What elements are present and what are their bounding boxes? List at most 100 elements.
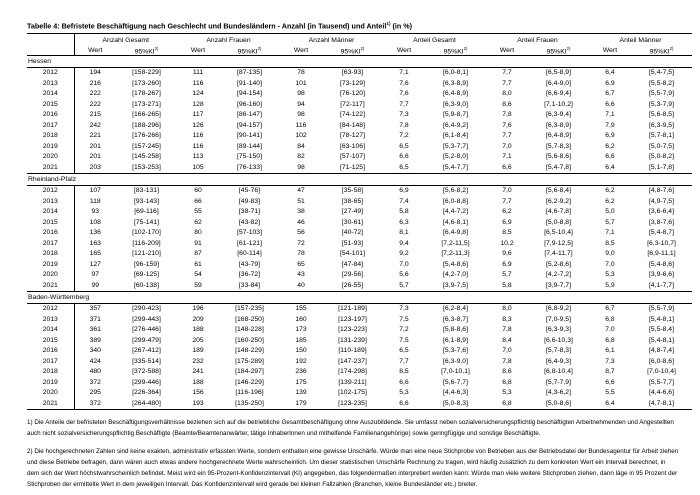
ki-cell: [6,3-9,0]	[443, 100, 468, 108]
wert-column-header: Wert	[396, 46, 412, 54]
ki-cell: [6,9-11,1]	[647, 250, 676, 258]
wert-cell: 82	[297, 153, 305, 161]
ki-cell: [6,3-10,7]	[647, 239, 676, 247]
year-cell: 2015	[27, 335, 75, 347]
ki-cell: [3,6-6,4]	[649, 208, 674, 216]
ki-cell: [178-267]	[132, 90, 161, 98]
wert-cell: 163	[89, 239, 101, 247]
ki-cell: [226-364]	[132, 389, 161, 397]
wert-column-header: Wert	[602, 46, 618, 54]
ki-cell: [6,2-9,2]	[546, 197, 571, 205]
wert-cell: 80	[194, 229, 202, 237]
wert-cell: 118	[89, 197, 101, 205]
table-row: 2021 372 [264-480] 193 [135-250] 179 [123-235]…	[27, 398, 692, 410]
ki-cell: [5,0-8,2]	[649, 153, 674, 161]
wert-cell: 7,8	[502, 326, 512, 334]
wert-cell: 9,2	[399, 250, 409, 258]
ki-cell: [267-412]	[132, 347, 161, 355]
ki-cell: [6,6-9,4]	[546, 90, 571, 98]
ki-cell: [49-83]	[238, 197, 261, 205]
ki-cell: [6,5-10,4]	[544, 229, 573, 237]
ki-cell: [4,9-7,5]	[649, 197, 674, 205]
ki-cell: [5,4-8,6]	[443, 260, 468, 268]
ki-cell: [72-117]	[340, 100, 365, 108]
wert-cell: 175	[295, 378, 307, 386]
wert-cell: 91	[194, 239, 202, 247]
table-row: 2014 93 [69-116] 55 [38-71] 38 [27-49] 5,8 [4,4-…	[27, 207, 692, 218]
year-cell: 2014	[27, 207, 75, 218]
ki-cell: [5,0-7,5]	[649, 142, 674, 150]
ki-cell: [71-125]	[340, 163, 365, 171]
ki-cell: [27-49]	[341, 208, 364, 216]
ki-cell: [76-133]	[237, 163, 262, 171]
table-row: 2016 136 [102-170] 80 [57-103] 56 [40-72] 8,1 [6…	[27, 228, 692, 239]
wert-cell: 6,4	[605, 69, 615, 77]
wert-cell: 188	[192, 326, 204, 334]
wert-cell: 60	[194, 187, 202, 195]
table-row: 2015 389 [299-479] 205 [160-250] 185 [131-239]…	[27, 335, 692, 347]
wert-cell: 7,5	[399, 315, 409, 323]
year-cell: 2018	[27, 367, 75, 378]
ki-cell: [91-140]	[237, 79, 262, 87]
wert-cell: 5,3	[399, 389, 409, 397]
ki-cell: [7,2-11,5]	[441, 239, 470, 247]
wert-cell: 6,7	[605, 90, 615, 98]
ki-cell: [5,6-8,4]	[546, 187, 571, 195]
wert-cell: 124	[192, 90, 204, 98]
wert-cell: 201	[89, 153, 101, 161]
wert-column-header: Wert	[293, 46, 309, 54]
year-cell: 2019	[27, 259, 75, 271]
wert-cell: 72	[297, 239, 305, 247]
ki-footnote-marker: 2)	[463, 45, 468, 51]
wert-cell: 232	[192, 357, 204, 365]
wert-cell: 7,1	[605, 111, 615, 119]
sub-header-row: Wert 95%KI2) Wert 95%KI2) Wert 95%KI2) Wert 95%…	[27, 45, 692, 56]
wert-cell: 5,7	[605, 218, 615, 226]
section-label: Baden-Württemberg	[27, 291, 692, 305]
wert-cell: 6,6	[605, 378, 615, 386]
table-header: Anzahl Gesamt Anzahl Frauen Anzahl Männer A…	[27, 33, 692, 56]
ki-cell: [6,4-9,0]	[546, 79, 571, 87]
ki-cell: [116-209]	[132, 239, 161, 247]
ki-cell: [299-446]	[132, 378, 161, 386]
wert-cell: 6,6	[502, 163, 512, 171]
wert-cell: 6,6	[605, 153, 615, 161]
ki-cell: [7,4-11,7]	[544, 250, 573, 258]
ki-cell: [116-196]	[235, 389, 264, 397]
year-cell: 2013	[27, 196, 75, 208]
section-label-row: Baden-Württemberg	[27, 291, 692, 305]
ki-cell: [76-120]	[340, 90, 365, 98]
ki-cell: [4,4-6,3]	[443, 389, 468, 397]
ki-cell: [94-157]	[237, 121, 262, 129]
wert-column-header: Wert	[190, 46, 206, 54]
wert-cell: 7,6	[399, 90, 409, 98]
table-title: Tabelle 4: Befristete Beschäftigung nach…	[27, 19, 694, 30]
wert-cell: 194	[89, 69, 101, 77]
year-cell: 2020	[27, 152, 75, 163]
section-label: Rheinland-Pfalz	[27, 173, 692, 187]
ki-cell: [61-121]	[237, 239, 262, 247]
wert-cell: 51	[297, 197, 305, 205]
wert-cell: 389	[89, 336, 101, 344]
ki-cell: [86-147]	[237, 111, 262, 119]
ki-cell: [145-258]	[132, 153, 161, 161]
table-row: 2018 221 [176-266] 116 [90-141] 102 [78-127] 7,…	[27, 131, 692, 142]
ki-cell: [73-129]	[340, 79, 365, 87]
ki-cell: [5,9-8,7]	[443, 111, 468, 119]
ki-cell: [4,3-6,2]	[546, 389, 571, 397]
wert-cell: 173	[295, 326, 307, 334]
ki-cell: [87-135]	[237, 69, 262, 77]
wert-cell: 8,0	[502, 305, 512, 313]
wert-cell: 6,9	[399, 187, 409, 195]
ki-cell: [36-72]	[238, 271, 261, 279]
footnotes: 1) Die Anteile der befristeten Beschäfti…	[27, 417, 679, 490]
ki-cell: [6,3-8,7]	[443, 315, 468, 323]
wert-cell: 6,2	[605, 142, 615, 150]
table-row: 2016 215 [166-265] 117 [86-147] 98 [74-122] 7,3…	[27, 110, 692, 121]
wert-cell: 7,0	[605, 260, 615, 268]
year-cell: 2016	[27, 110, 75, 121]
ki-cell: [6,3-9,4]	[546, 111, 571, 119]
ki-column-header: 95%KI2)	[649, 45, 674, 55]
ki-cell: [153-253]	[132, 163, 161, 171]
ki-cell: [6,4-8,9]	[443, 90, 468, 98]
